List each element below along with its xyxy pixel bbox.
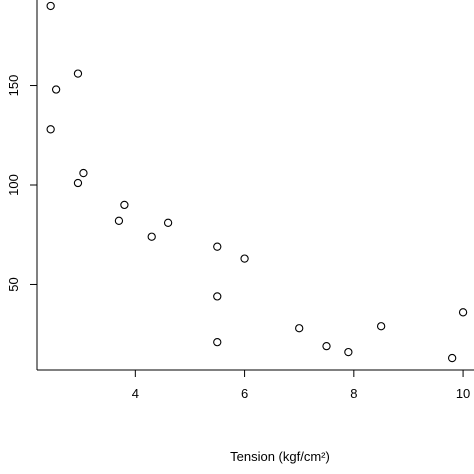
x-tick-label: 6 <box>241 386 248 401</box>
y-tick-label: 100 <box>6 174 21 196</box>
y-tick-label: 50 <box>6 277 21 291</box>
data-point <box>51 85 61 94</box>
data-point <box>295 324 304 333</box>
x-axis-title: Tension (kgf/cm²) <box>230 449 330 464</box>
data-point <box>79 168 88 178</box>
data-points <box>46 1 468 363</box>
data-point <box>73 178 83 188</box>
x-tick-label: 4 <box>132 386 139 401</box>
data-point <box>240 254 249 263</box>
data-point <box>73 69 83 78</box>
data-point <box>322 341 331 351</box>
data-point <box>213 292 222 301</box>
data-point <box>163 218 173 227</box>
data-point <box>458 308 468 317</box>
data-point <box>147 232 156 241</box>
data-point <box>46 125 55 134</box>
x-tick-label: 10 <box>456 386 470 401</box>
x-axis-ticks: 4 6 8 10 <box>132 370 470 401</box>
y-tick-label: 150 <box>6 75 21 97</box>
y-axis-ticks: 50 100 150 <box>6 75 37 292</box>
x-tick-label: 8 <box>350 386 357 401</box>
data-point <box>213 242 222 251</box>
data-point <box>120 200 129 210</box>
data-point <box>376 322 386 331</box>
data-point <box>447 353 457 363</box>
data-point <box>114 216 124 225</box>
data-point <box>46 1 55 11</box>
data-point <box>213 338 222 347</box>
data-point <box>344 347 353 357</box>
